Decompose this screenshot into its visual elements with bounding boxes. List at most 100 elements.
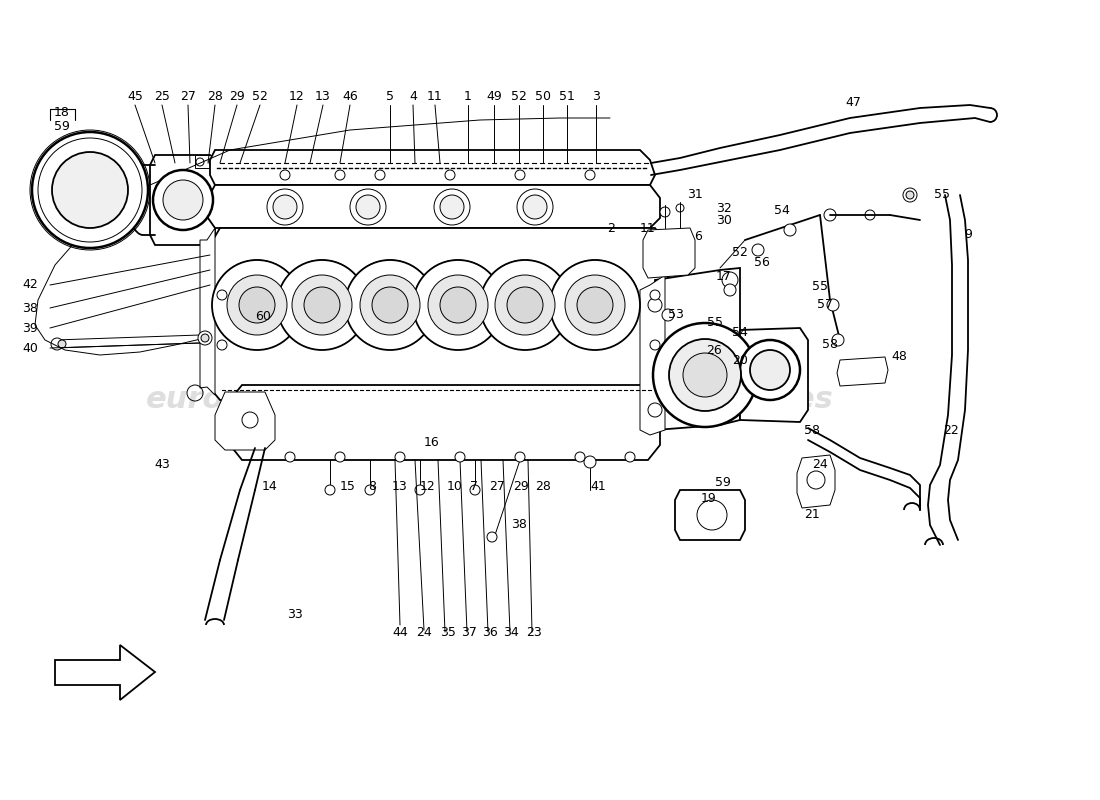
Text: 55: 55: [812, 281, 828, 294]
Circle shape: [648, 298, 662, 312]
Circle shape: [676, 204, 684, 212]
Circle shape: [196, 158, 204, 166]
Text: 20: 20: [733, 354, 748, 366]
Text: 55: 55: [707, 315, 723, 329]
Circle shape: [153, 170, 213, 230]
Text: 58: 58: [804, 423, 820, 437]
Circle shape: [470, 485, 480, 495]
Text: 38: 38: [512, 518, 527, 531]
Text: 34: 34: [503, 626, 519, 639]
Text: 41: 41: [590, 481, 606, 494]
Polygon shape: [798, 455, 835, 508]
Text: 16: 16: [425, 437, 440, 450]
Circle shape: [653, 323, 757, 427]
Circle shape: [625, 452, 635, 462]
Text: 28: 28: [535, 481, 551, 494]
Text: 13: 13: [392, 481, 408, 494]
Circle shape: [865, 210, 874, 220]
Polygon shape: [654, 268, 740, 430]
Circle shape: [198, 331, 212, 345]
Circle shape: [750, 350, 790, 390]
Text: 21: 21: [804, 509, 820, 522]
Text: 43: 43: [154, 458, 169, 471]
Text: 38: 38: [22, 302, 37, 314]
Text: 9: 9: [964, 229, 972, 242]
Circle shape: [650, 340, 660, 350]
Circle shape: [412, 260, 503, 350]
Text: 3: 3: [592, 90, 600, 103]
Text: 10: 10: [447, 481, 463, 494]
Circle shape: [662, 309, 674, 321]
Text: 6: 6: [694, 230, 702, 243]
Text: 5: 5: [386, 90, 394, 103]
Text: 22: 22: [943, 423, 959, 437]
Circle shape: [715, 357, 725, 367]
Circle shape: [217, 340, 227, 350]
Polygon shape: [644, 228, 695, 278]
Circle shape: [550, 260, 640, 350]
Text: 29: 29: [229, 90, 245, 103]
Circle shape: [695, 347, 705, 357]
Circle shape: [395, 452, 405, 462]
Text: 56: 56: [755, 257, 770, 270]
Text: eurospares: eurospares: [640, 386, 834, 414]
Circle shape: [824, 209, 836, 221]
Text: 52: 52: [512, 90, 527, 103]
Text: 11: 11: [640, 222, 656, 235]
Circle shape: [515, 170, 525, 180]
Circle shape: [697, 500, 727, 530]
Text: 59: 59: [54, 119, 70, 133]
Circle shape: [345, 260, 434, 350]
Text: 37: 37: [461, 626, 477, 639]
Text: 49: 49: [486, 90, 502, 103]
Text: 23: 23: [526, 626, 542, 639]
Circle shape: [285, 452, 295, 462]
Circle shape: [724, 284, 736, 296]
Text: 53: 53: [668, 309, 684, 322]
Circle shape: [722, 272, 738, 288]
Circle shape: [565, 275, 625, 335]
Circle shape: [201, 334, 209, 342]
Circle shape: [515, 452, 525, 462]
Text: 48: 48: [891, 350, 906, 363]
Circle shape: [360, 275, 420, 335]
Circle shape: [350, 189, 386, 225]
Circle shape: [832, 334, 844, 346]
Polygon shape: [740, 328, 808, 422]
Circle shape: [273, 195, 297, 219]
Circle shape: [446, 170, 455, 180]
Text: 19: 19: [701, 491, 717, 505]
Text: 47: 47: [845, 97, 861, 110]
Circle shape: [903, 188, 917, 202]
Text: 45: 45: [128, 90, 143, 103]
Text: 54: 54: [733, 326, 748, 338]
Text: 51: 51: [559, 90, 575, 103]
Text: 2: 2: [607, 222, 615, 235]
Polygon shape: [150, 155, 214, 245]
Text: 7: 7: [470, 481, 478, 494]
Circle shape: [495, 275, 556, 335]
Circle shape: [163, 180, 204, 220]
Circle shape: [277, 260, 367, 350]
Circle shape: [440, 287, 476, 323]
Circle shape: [827, 299, 839, 311]
Circle shape: [375, 170, 385, 180]
Circle shape: [324, 485, 336, 495]
Text: 60: 60: [255, 310, 271, 323]
Polygon shape: [214, 392, 275, 450]
Text: 4: 4: [409, 90, 417, 103]
Text: 15: 15: [340, 481, 356, 494]
Text: 32: 32: [716, 202, 732, 214]
Circle shape: [336, 170, 345, 180]
Circle shape: [660, 207, 670, 217]
Circle shape: [304, 287, 340, 323]
Text: 40: 40: [22, 342, 37, 354]
Circle shape: [267, 189, 303, 225]
Circle shape: [239, 287, 275, 323]
Circle shape: [58, 340, 66, 348]
Circle shape: [575, 452, 585, 462]
Circle shape: [455, 452, 465, 462]
Circle shape: [242, 412, 258, 428]
Circle shape: [740, 340, 800, 400]
Circle shape: [807, 471, 825, 489]
